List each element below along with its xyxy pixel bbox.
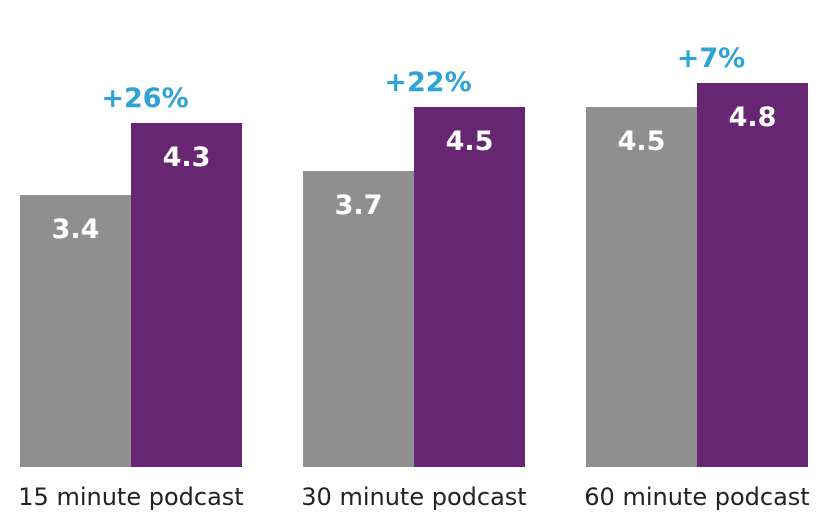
- bar-purple-1: [131, 123, 242, 467]
- bar-purple-3: [697, 83, 808, 467]
- bar-gray-1: [20, 195, 131, 467]
- category-label-3: 60 minute podcast: [584, 483, 809, 511]
- value-label-purple-3: 4.8: [729, 102, 777, 133]
- category-label-2: 30 minute podcast: [301, 483, 526, 511]
- value-label-gray-1: 3.4: [52, 214, 100, 245]
- bar-purple-2: [414, 107, 525, 467]
- change-label-3: +7%: [677, 43, 745, 74]
- change-label-1: +26%: [101, 83, 188, 114]
- bar-gray-3: [586, 107, 697, 467]
- value-label-purple-2: 4.5: [446, 126, 494, 157]
- bar-gray-2: [303, 171, 414, 467]
- value-label-gray-2: 3.7: [335, 190, 383, 221]
- value-label-purple-1: 4.3: [163, 142, 211, 173]
- change-label-2: +22%: [384, 67, 471, 98]
- value-label-gray-3: 4.5: [618, 126, 666, 157]
- category-label-1: 15 minute podcast: [18, 483, 243, 511]
